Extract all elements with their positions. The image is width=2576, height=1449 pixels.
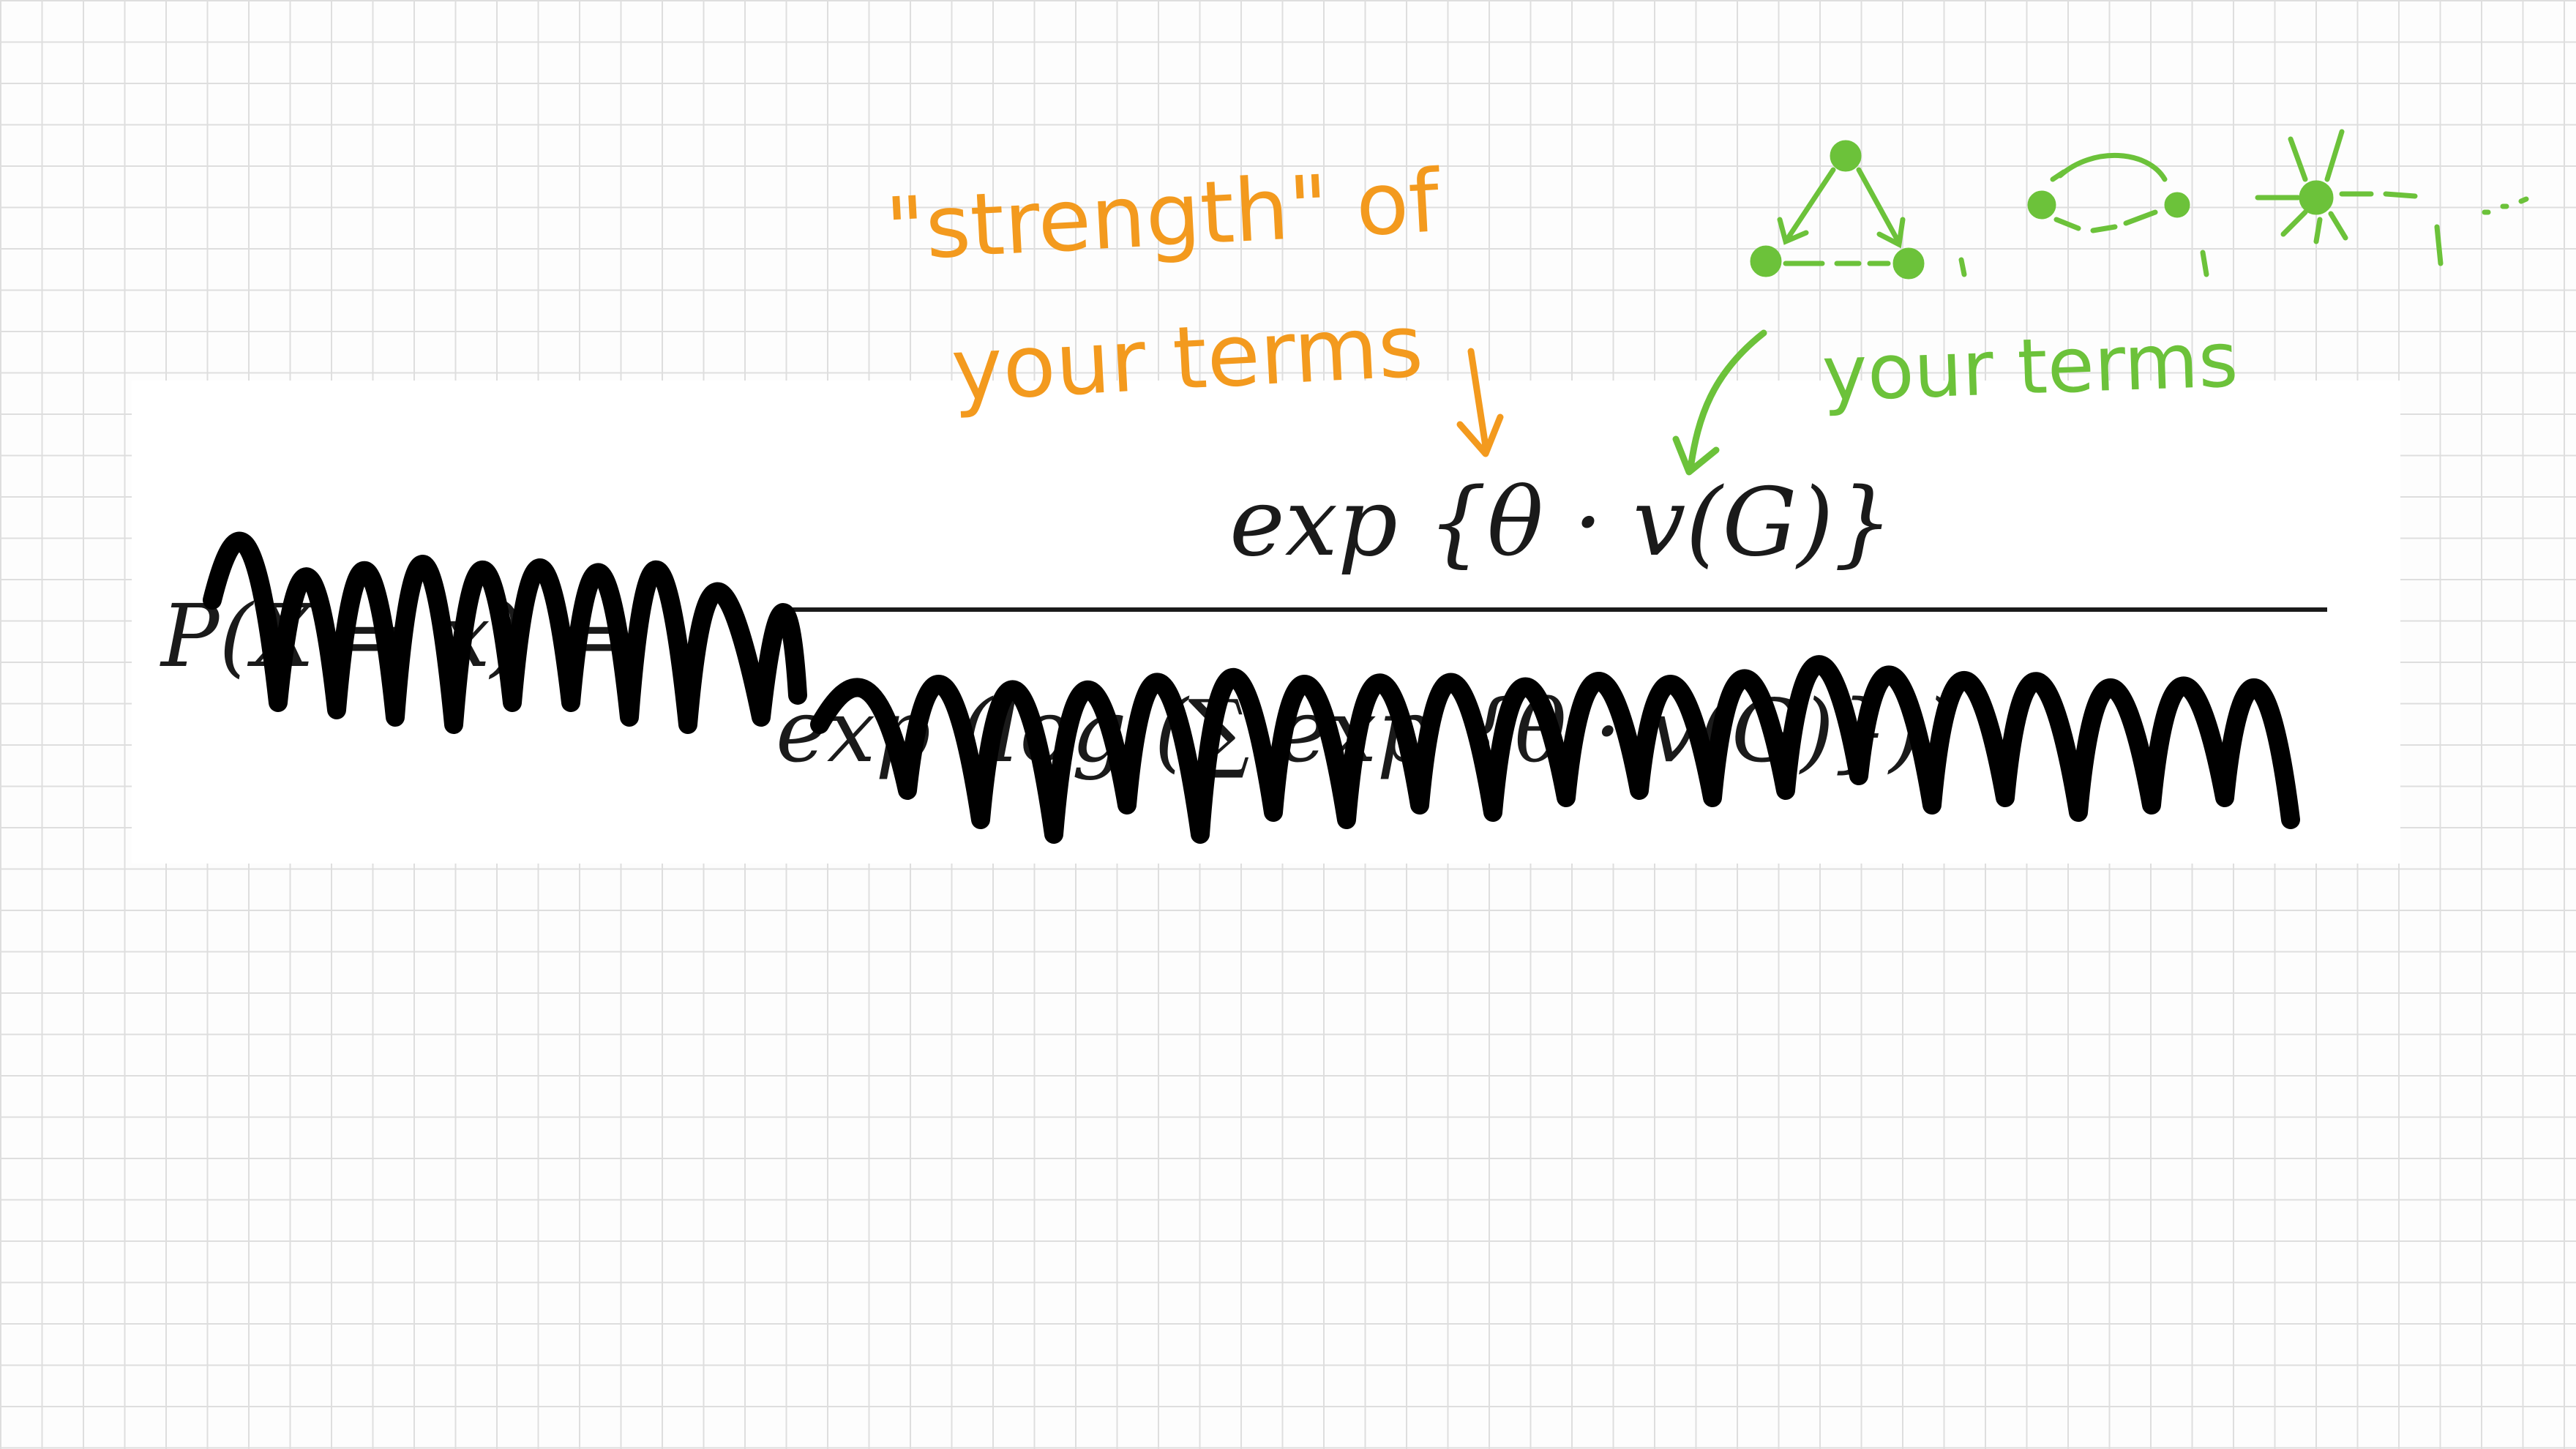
star-motif-icon bbox=[2255, 129, 2529, 266]
formula-denominator: exp (log (∑ exp {θ · v(G)})) bbox=[776, 681, 1957, 782]
fraction-bar bbox=[787, 607, 2327, 612]
strength-annotation-line1: "strength" of bbox=[883, 150, 1442, 280]
mutual-dyad-motif-icon bbox=[2027, 153, 2209, 277]
triangle-motif-icon bbox=[1750, 140, 1967, 280]
formula-lhs: P(X = x) = bbox=[161, 585, 624, 686]
formula-numerator: exp {θ · v(G)} bbox=[1229, 468, 1893, 577]
terms-annotation: your terms bbox=[1821, 315, 2240, 419]
